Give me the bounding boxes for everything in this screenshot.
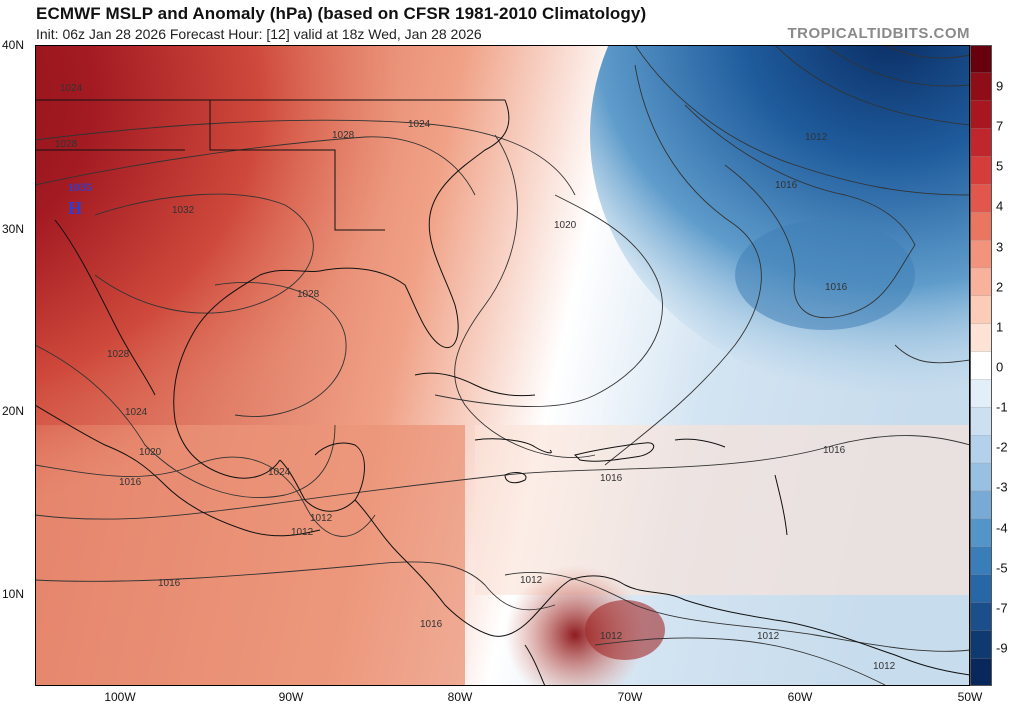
- anomaly-colorbar: [970, 45, 992, 686]
- colorbar-label: 4: [996, 198, 1004, 214]
- colorbar-swatch: [970, 379, 992, 408]
- isobar-label: 1032: [172, 205, 195, 216]
- colorbar-frame: [970, 45, 992, 686]
- colorbar-label: -5: [996, 560, 1008, 576]
- colorbar-label: 3: [996, 239, 1004, 255]
- isobar-label: 1012: [310, 513, 333, 524]
- isobar-label: 1012: [757, 631, 780, 642]
- colorbar-swatch: [970, 212, 992, 241]
- high-pressure-symbol: H: [68, 198, 82, 218]
- colorbar-swatch: [970, 462, 992, 492]
- colorbar-label: -2: [996, 439, 1008, 455]
- colorbar-swatch: [970, 657, 992, 686]
- isobar-label: 1012: [805, 132, 828, 143]
- colorbar-swatch: [970, 518, 992, 548]
- longitude-label: 80W: [447, 690, 473, 704]
- forecast-subtitle: Init: 06z Jan 28 2026 Forecast Hour: [12…: [36, 26, 482, 42]
- colorbar-label: -7: [996, 600, 1008, 616]
- isobar-label: 1028: [332, 130, 355, 141]
- colorbar-swatch: [970, 100, 992, 130]
- positive-anomaly-core: [35, 45, 665, 615]
- colorbar-swatch: [970, 602, 992, 631]
- colorbar-swatch: [970, 295, 992, 325]
- colorbar-swatch: [970, 323, 992, 353]
- latitude-label: 10N: [2, 587, 25, 601]
- isobar-label: 1024: [125, 407, 148, 418]
- isobar-label: 1028: [297, 289, 320, 300]
- colorbar-swatch: [970, 184, 992, 213]
- colorbar-swatch: [970, 435, 992, 464]
- isobar-labels: 1024 1028 1032 1028 1024 1028 1028 1024 …: [55, 83, 896, 672]
- isobar-label: 1016: [600, 473, 623, 484]
- mid-atlantic-trough: [735, 220, 915, 330]
- map-frame: [35, 45, 970, 686]
- high-pressure-value: 1035: [68, 180, 92, 194]
- colorbar-swatch: [970, 267, 992, 297]
- isobar-label: 1024: [408, 119, 431, 130]
- isobar-label: 1020: [554, 220, 577, 231]
- mslp-anomaly-map: H 1035 1024 1028 1032 1028 1024 1028 102…: [35, 45, 970, 686]
- chart-title: ECMWF MSLP and Anomaly (hPa) (based on C…: [36, 4, 647, 23]
- colorbar-swatch: [970, 45, 992, 74]
- longitude-label: 50W: [957, 690, 983, 704]
- isobar-label: 1012: [873, 661, 896, 672]
- latitude-label: 30N: [2, 222, 25, 236]
- colorbar-label: 1: [996, 319, 1004, 335]
- isobar-label: 1020: [139, 447, 162, 458]
- isobar-label: 1016: [823, 445, 846, 456]
- isobar-label: 1028: [55, 139, 78, 150]
- colorbar-swatch: [970, 156, 992, 186]
- longitude-label: 70W: [617, 690, 643, 704]
- isobar-label: 1016: [825, 282, 848, 293]
- latitude-label: 20N: [2, 404, 25, 418]
- colorbar-label: -3: [996, 479, 1008, 495]
- coastlines-and-borders: [35, 99, 970, 686]
- isobar-label: 1016: [775, 180, 798, 191]
- colorbar-label: 5: [996, 158, 1004, 174]
- colorbar-swatch: [970, 351, 992, 381]
- isobar-label: 1024: [268, 467, 291, 478]
- colorbar-label: 7: [996, 118, 1004, 134]
- colorbar-swatch: [970, 239, 992, 269]
- latitude-label: 40N: [2, 38, 25, 52]
- longitude-label: 100W: [104, 690, 136, 704]
- colorbar-label: 0: [996, 359, 1004, 375]
- isobar-label: 1012: [600, 631, 623, 642]
- longitude-label: 60W: [787, 690, 813, 704]
- colorbar-swatch: [970, 407, 992, 436]
- source-brand: TROPICALTIDBITS.COM: [787, 25, 970, 42]
- colorbar-swatch: [970, 546, 992, 576]
- colorbar-label: -9: [996, 640, 1008, 656]
- colorbar-swatch: [970, 490, 992, 520]
- isobar-label: 1012: [520, 575, 543, 586]
- high-pressure-center: H 1035: [68, 180, 92, 218]
- colorbar-swatch: [970, 72, 992, 102]
- isobar-label: 1028: [107, 349, 130, 360]
- isobar-label: 1016: [119, 477, 142, 488]
- longitude-label: 90W: [278, 690, 304, 704]
- colorbar-swatch: [970, 128, 992, 158]
- isobar-label: 1016: [158, 578, 181, 589]
- colorbar-swatch: [970, 630, 992, 659]
- colorbar-label: -1: [996, 399, 1008, 415]
- venezuela-anomaly: [585, 600, 665, 660]
- isobar-label: 1012: [291, 527, 314, 538]
- colorbar-label: 2: [996, 279, 1004, 295]
- colorbar-label: 9: [996, 78, 1004, 94]
- colorbar-label: -4: [996, 520, 1008, 536]
- colorbar-swatch: [970, 574, 992, 604]
- isobar-label: 1024: [60, 83, 83, 94]
- isobar-label: 1016: [420, 619, 443, 630]
